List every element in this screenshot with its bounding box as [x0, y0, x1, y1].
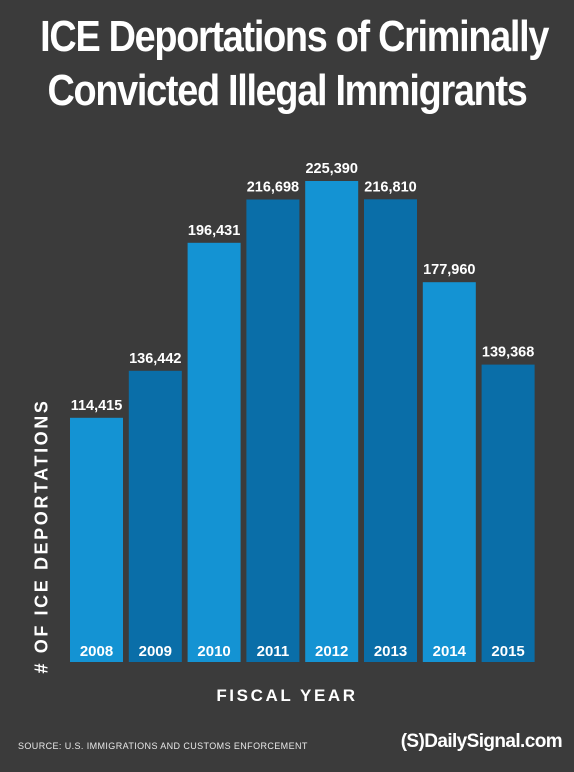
bar-2011	[246, 199, 300, 662]
source-note: SOURCE: U.S. IMMIGRATIONS AND CUSTOMS EN…	[18, 741, 308, 751]
chart-title: ICE Deportations of Criminally Convicted…	[40, 10, 549, 118]
x-tick-label: 2011	[257, 643, 290, 660]
x-tick-label: 2014	[433, 643, 467, 660]
x-tick-label: 2012	[315, 643, 348, 660]
bar-2013	[364, 199, 417, 663]
bar-value-label: 136,442	[129, 351, 181, 367]
bar-value-label: 139,368	[482, 345, 534, 361]
bar-2008	[70, 417, 123, 662]
x-tick-label: 2015	[491, 643, 524, 660]
bar-2015	[481, 364, 535, 662]
bar-2010	[187, 242, 241, 663]
bar-value-label: 225,390	[305, 161, 357, 177]
y-axis-label: # OF ICE DEPORTATIONS	[31, 398, 52, 674]
bar-value-label: 216,698	[247, 180, 299, 196]
x-tick-label: 2013	[374, 643, 407, 660]
x-tick-label: 2010	[197, 643, 230, 660]
x-tick-label: 2009	[139, 643, 172, 660]
bar-value-label: 196,431	[188, 223, 240, 239]
bar-2009	[128, 370, 182, 662]
bar-2012	[305, 181, 359, 662]
daily-signal-logo: (S)DailySignal.com	[400, 731, 563, 752]
bar-value-label: 216,810	[364, 179, 416, 195]
bar-value-label: 177,960	[423, 262, 475, 278]
x-axis-label: FISCAL YEAR	[216, 686, 358, 705]
title-line-2: Convicted Illegal Immigrants	[47, 66, 527, 115]
x-tick-label: 2008	[80, 643, 113, 660]
bar-2014	[422, 282, 476, 662]
bar-value-label: 114,415	[71, 398, 123, 414]
title-line-1: ICE Deportations of Criminally	[40, 12, 549, 61]
